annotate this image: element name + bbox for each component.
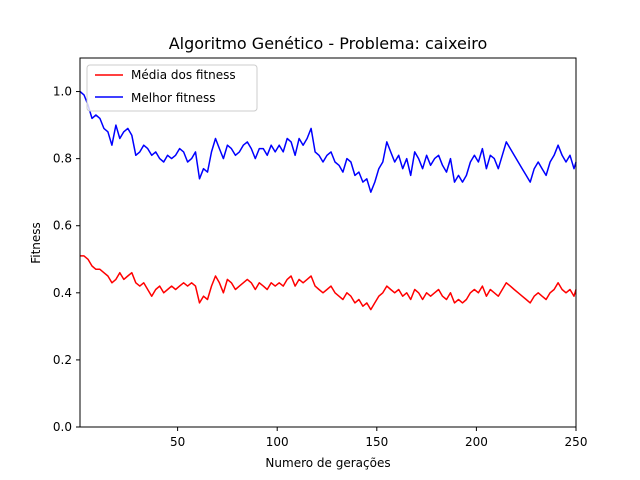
x-tick-label: 50	[170, 435, 185, 449]
y-tick-label: 0.8	[53, 152, 72, 166]
y-axis-label: Fitness	[29, 222, 43, 264]
series-line-media-fitness	[80, 255, 577, 311]
y-tick-label: 0.0	[53, 420, 72, 434]
y-tick-label: 1.0	[53, 85, 72, 99]
x-tick-label: 100	[266, 435, 289, 449]
y-tick-label: 0.2	[53, 353, 72, 367]
x-tick-label: 150	[365, 435, 388, 449]
series-layer	[79, 90, 577, 311]
legend-label-melhor: Melhor fitness	[131, 91, 216, 105]
plot-frame	[79, 57, 577, 428]
x-axis-label: Numero de gerações	[265, 456, 390, 470]
legend-box	[86, 64, 258, 112]
x-tick-label: 250	[565, 435, 588, 449]
y-tick-label: 0.6	[53, 219, 72, 233]
x-tick-label: 200	[465, 435, 488, 449]
series-line-melhor-fitness	[79, 90, 577, 193]
legend-label-media: Média dos fitness	[131, 68, 236, 82]
ticks-layer: 50 100 150 200 250 0.0 0.2 0.4 0.6 0.8 1.0	[53, 85, 588, 449]
chart-title: Algoritmo Genético - Problema: caixeiro	[169, 34, 488, 53]
y-tick-label: 0.4	[53, 286, 72, 300]
legend: Média dos fitness Melhor fitness	[86, 64, 258, 112]
